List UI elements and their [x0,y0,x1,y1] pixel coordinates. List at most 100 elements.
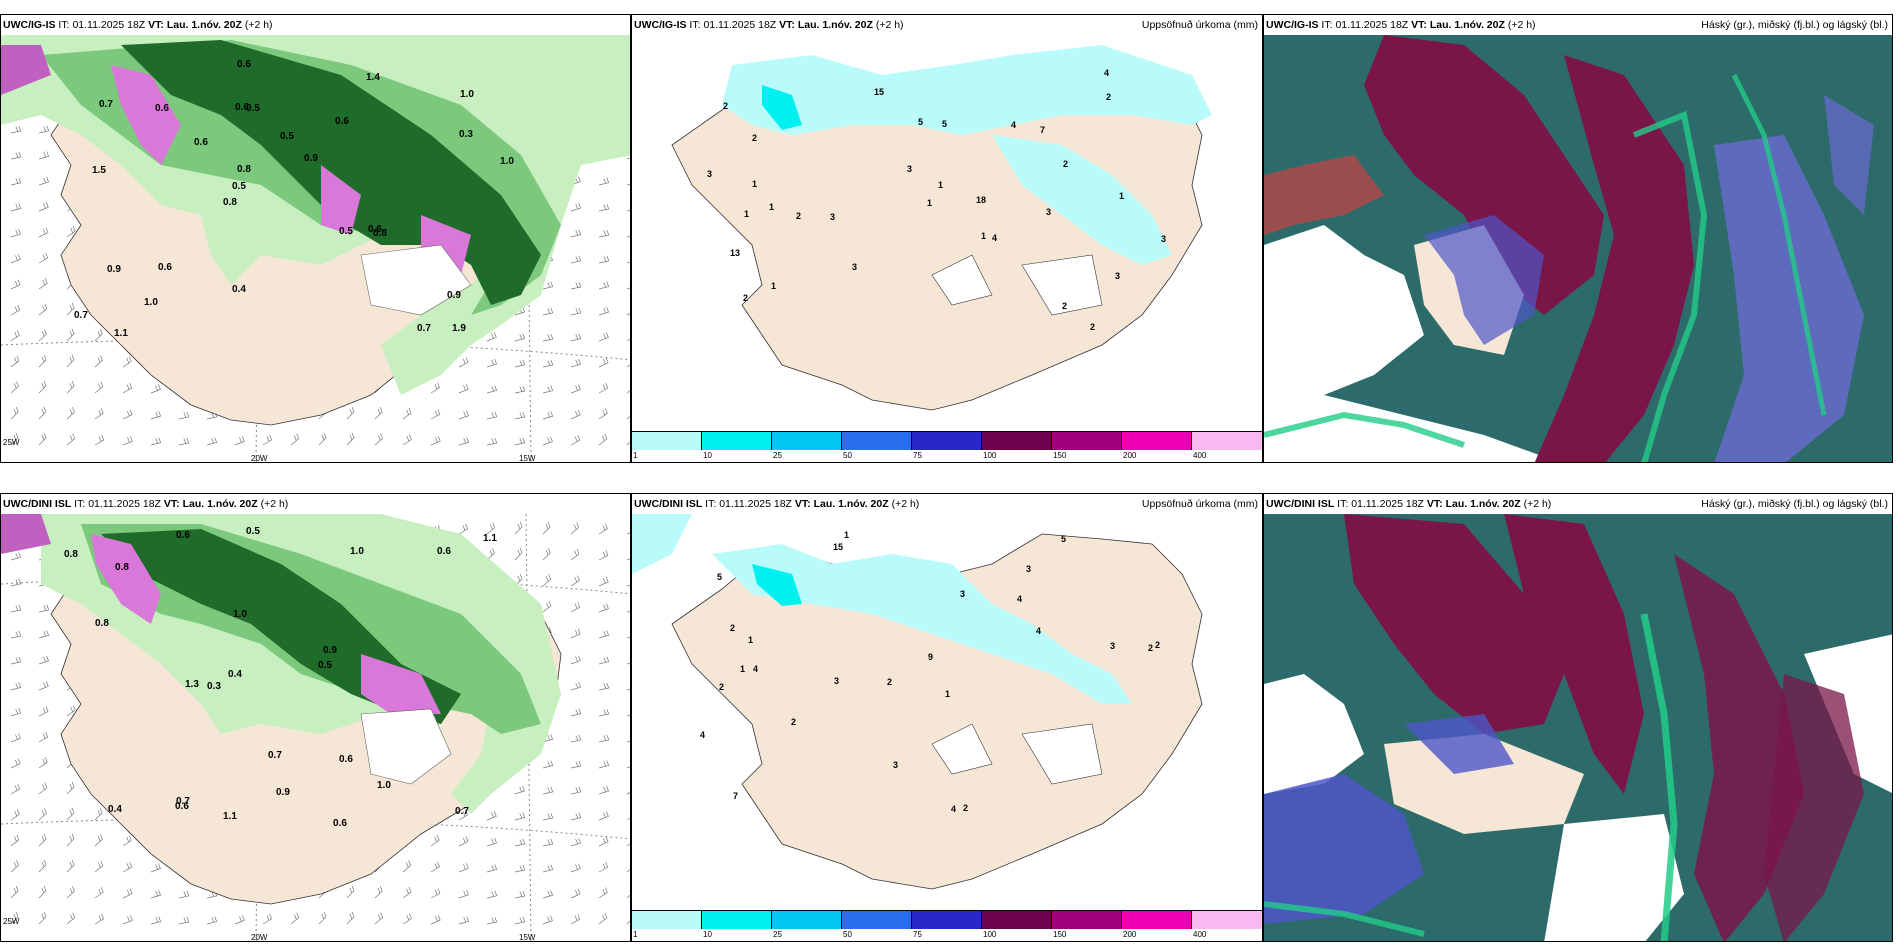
precip-value-label: 0.6 [237,59,251,70]
wind-barb [66,328,75,342]
precip-value-label: 0.6 [155,103,169,114]
precip-value-label: 3 [834,676,839,686]
precip-value-label: 0.9 [107,264,121,275]
wind-barb [290,433,300,446]
wind-barb [150,863,161,873]
wind-barb [10,177,22,186]
wind-barb [570,786,582,795]
wind-barb [598,203,610,212]
precip-value-label: 0.4 [232,284,246,295]
wind-barb [514,521,523,535]
panel-header: UWC/DINI ISL IT: 01.11.2025 18Z VT: Lau.… [634,498,920,510]
colorbar-segment [1052,432,1122,450]
wind-barb [458,410,469,420]
precip-value-label: 1.9 [452,323,466,334]
panel-header: UWC/IG-IS IT: 01.11.2025 18Z VT: Lau. 1.… [634,19,904,31]
wind-barb [10,406,19,420]
colorbar-segment [772,432,842,450]
precip-value-label: 4 [700,730,705,740]
precip-value-label: 3 [830,212,835,222]
colorbar-segment [842,432,912,450]
wind-barb [598,523,608,535]
wind-barb [38,731,49,743]
wind-barb [38,252,49,264]
wind-barb [570,734,582,743]
wind-barb [38,329,47,342]
svg-text:20W: 20W [251,454,268,463]
wind-barb [10,630,22,639]
wind-barb [626,338,630,342]
wind-barb [38,202,49,212]
wind-barb [598,357,609,368]
wind-barb [122,409,133,420]
wind-barb [458,863,469,873]
precip-value-label: 0.7 [99,99,113,110]
wind-barb [94,913,105,925]
precip-value-label: 0.5 [280,131,294,142]
wind-barb [570,575,580,587]
wind-barb [38,303,48,316]
precip-value-label: 1 [945,689,950,699]
wind-barb [10,911,19,925]
wind-barb [402,434,412,446]
wind-barb [514,437,526,446]
precip-value-label: 1.1 [483,533,497,544]
precip-value-label: 0.7 [417,323,431,334]
precip-value-label: 1 [744,209,749,219]
wind-barb [458,523,469,535]
wind-barb [10,228,22,238]
wind-barb [178,890,190,899]
wind-barb [542,547,551,561]
wind-barb [10,656,22,665]
wind-barb [94,860,104,873]
wind-barb [66,433,76,446]
accum-precip-map-panel-bottom: UWC/DINI ISL IT: 01.11.2025 18Z VT: Lau.… [631,493,1263,942]
wind-barb [206,916,218,925]
wind-barb [570,307,582,316]
wind-barb [542,385,554,394]
svg-text:15W: 15W [519,933,536,942]
precip-value-label: 1 [740,664,745,674]
wind-barb [10,151,22,160]
wind-barb [318,432,327,446]
wind-barb [38,151,50,160]
wind-barb [598,734,610,743]
wind-barb [542,812,554,821]
wind-barb [374,406,383,420]
wind-barb [122,382,133,394]
wind-barb [598,550,609,561]
wind-barb [94,807,103,821]
precip-colorbar [632,431,1262,450]
precip-value-label: 2 [796,211,801,221]
wind-barb [10,330,20,342]
precip-value-label: 5 [1061,534,1066,544]
wind-barb [66,705,76,717]
wind-barb [598,229,610,238]
wind-barb [542,411,554,420]
precip-value-label: 5 [918,117,923,127]
wind-barb [66,886,75,899]
precip-value-label: 1.0 [500,156,514,167]
wind-barb [178,411,190,420]
precip-value-label: 0.6 [368,224,382,235]
wind-barb [178,437,190,446]
wind-barb [290,912,300,925]
precip-value-label: 0.7 [74,310,88,321]
panel-field-title: Uppsöfnuð úrkoma (mm) [1141,19,1258,31]
precip-value-label: 0.4 [108,804,122,815]
wind-barb [598,760,610,769]
panel-field-title: Uppsöfnuð úrkoma (mm) [1141,498,1258,510]
svg-text:20W: 20W [251,933,268,942]
wind-barb [514,359,526,368]
wind-barb [598,861,609,873]
wind-barb [10,733,21,743]
precip-value-label: 1 [938,180,943,190]
precip-value-label: 7 [1040,125,1045,135]
wind-barb [38,406,47,420]
wind-barb [94,434,105,446]
precip-value-label: 0.5 [246,103,260,114]
wind-barb [626,409,630,420]
precip-value-label: 1.1 [114,328,128,339]
cloud-cover-map-panel-top: UWC/IG-IS IT: 01.11.2025 18Z VT: Lau. 1.… [1263,14,1893,463]
precip-value-label: 15 [874,87,884,97]
